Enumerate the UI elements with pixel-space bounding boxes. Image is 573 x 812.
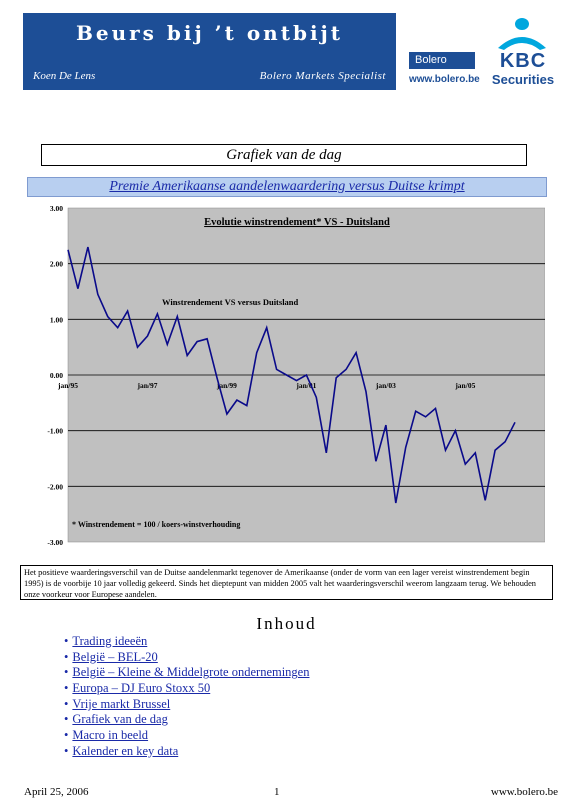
chart-title: Evolutie winstrendement* VS - Duitsland [204, 217, 390, 228]
line-chart: 3.00 2.00 1.00 0.00 -1.00 -2.00 -3.00 jan/95 ja… [47, 204, 546, 547]
chart-container: 3.00 2.00 1.00 0.00 -1.00 -2.00 -3.00 jan/95 ja… [27, 199, 546, 547]
footer-page-number: 1 [274, 786, 280, 798]
author-role: Bolero Markets Specialist [259, 70, 386, 82]
y-tick-label: -1.00 [47, 427, 63, 436]
toc-item: • Europa – DJ Euro Stoxx 50 [64, 681, 309, 697]
toc-heading: Inhoud [256, 614, 317, 633]
toc-list: • Trading ideeën • België – BEL-20 • België… [64, 634, 309, 760]
x-tick-label: jan/01 [295, 381, 316, 390]
toc-item: • Vrije markt Brussel [64, 697, 309, 713]
bullet-icon: • [64, 743, 69, 758]
section-title: Grafiek van de dag [41, 144, 527, 166]
toc-item: • Kalender en key data [64, 744, 309, 760]
chart-caption: Het positieve waarderingsverschil van de… [20, 565, 553, 600]
toc-item: • België – Kleine & Middelgrote ondernemi… [64, 665, 309, 681]
y-tick-label: 2.00 [50, 260, 63, 269]
chart-heading: Premie Amerikaanse aandelenwaardering ve… [27, 177, 547, 197]
bullet-icon: • [64, 634, 69, 648]
footer-url: www.bolero.be [490, 786, 558, 798]
toc-link-bel20[interactable]: België – BEL-20 [72, 649, 158, 664]
kbc-securities-label: Securities [491, 72, 555, 87]
x-tick-label: jan/05 [454, 381, 475, 390]
toc-link-kalender[interactable]: Kalender en key data [72, 743, 179, 758]
y-tick-label: 0.00 [50, 371, 63, 380]
toc-item: • Macro in beeld [64, 728, 309, 744]
footer-date: April 25, 2006 [24, 786, 89, 798]
toc-item: • België – BEL-20 [64, 650, 309, 666]
toc-link-macro[interactable]: Macro in beeld [72, 728, 149, 743]
y-tick-label: -3.00 [47, 538, 63, 547]
toc-link-trading[interactable]: Trading ideeën [72, 634, 148, 648]
x-tick-label: jan/03 [375, 381, 396, 390]
toc-item: • Grafiek van de dag [64, 712, 309, 728]
kbc-logo: KBC [499, 50, 547, 72]
bullet-icon: • [64, 712, 69, 727]
header-banner: Beurs bij ’t ontbijt Koen De Lens Bolero… [23, 13, 396, 90]
series-label: Winstrendement VS versus Duitsland [162, 297, 299, 307]
bullet-icon: • [64, 728, 69, 743]
toc-link-vrije-markt[interactable]: Vrije markt Brussel [72, 696, 171, 711]
bullet-icon: • [64, 696, 69, 711]
x-tick-label: jan/99 [216, 381, 237, 390]
toc-link-kmo[interactable]: België – Kleine & Middelgrote ondernemin… [72, 665, 310, 680]
toc-link-stoxx[interactable]: Europa – DJ Euro Stoxx 50 [72, 681, 211, 696]
author-name: Koen De Lens [33, 70, 96, 82]
bolero-logo: Bolero [409, 52, 475, 69]
footnote-annotation: * Winstrendement = 100 / koers-winstverh… [72, 520, 240, 529]
series-line [67, 246, 516, 504]
bolero-url: www.bolero.be [409, 74, 480, 85]
toc-item: • Trading ideeën [64, 634, 309, 650]
newsletter-title: Beurs bij ’t ontbijt [75, 21, 344, 45]
x-tick-label: jan/95 [57, 381, 78, 390]
y-tick-label: 3.00 [50, 204, 63, 213]
y-tick-label: 1.00 [50, 315, 63, 324]
bullet-icon: • [64, 681, 69, 696]
bullet-icon: • [64, 665, 69, 680]
x-tick-label: jan/97 [136, 381, 157, 390]
toc-link-grafiek[interactable]: Grafiek van de dag [72, 712, 168, 727]
kbc-emblem-icon [498, 18, 546, 50]
bullet-icon: • [64, 649, 69, 664]
y-tick-label: -2.00 [47, 482, 63, 491]
